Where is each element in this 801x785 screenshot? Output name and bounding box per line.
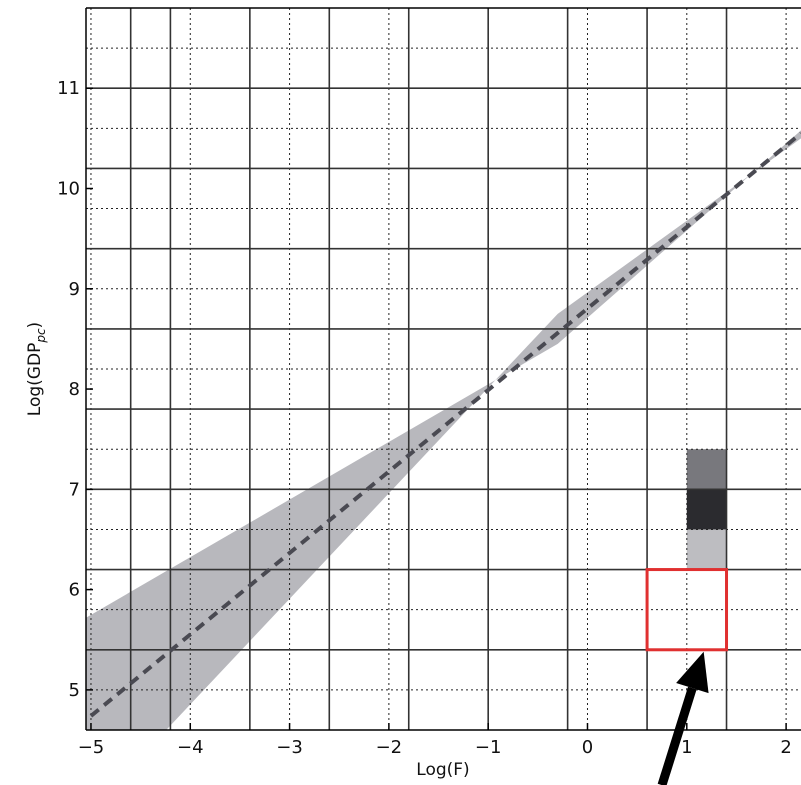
y-tick-label-1: 6	[69, 580, 80, 601]
plot-area	[86, 8, 801, 730]
y-axis-title-close: )	[25, 322, 45, 329]
y-axis-title: Log(GDPpc)	[25, 322, 48, 416]
y-tick-label-5: 10	[57, 179, 80, 200]
arrow-head	[676, 651, 709, 694]
y-tick-label-2: 7	[69, 479, 80, 500]
x-tick-label-3: −2	[376, 737, 403, 758]
x-axis-title: Log(F)	[416, 760, 469, 780]
x-tick-label-6: 1	[681, 737, 692, 758]
y-tick-labels: 5 6 7 8 9 10 11	[57, 78, 93, 701]
fit-line-1	[89, 131, 801, 718]
density-cell-2	[686, 489, 727, 530]
y-tick-label-0: 5	[69, 680, 80, 701]
arrow-shaft	[657, 686, 697, 785]
x-tick-label-1: −4	[177, 737, 204, 758]
y-tick-label-4: 9	[69, 279, 80, 300]
y-axis-title-subscript: pc	[34, 328, 48, 344]
arrow-annotation	[657, 651, 709, 785]
density-cell-1	[686, 449, 727, 490]
x-tick-labels: −5 −4 −3 −2 −1 0 1 2	[78, 723, 792, 758]
x-tick-label-5: 0	[582, 737, 593, 758]
highlight-box	[645, 568, 729, 652]
x-tick-label-4: −1	[475, 737, 502, 758]
density-cell-3	[686, 529, 727, 570]
x-tick-label-2: −3	[276, 737, 303, 758]
x-tick-label-7: 2	[780, 737, 791, 758]
y-tick-label-6: 11	[57, 78, 80, 99]
x-tick-label-0: −5	[78, 737, 105, 758]
y-axis-title-main: Log(GDP	[25, 343, 45, 417]
y-tick-label-3: 8	[69, 379, 80, 400]
